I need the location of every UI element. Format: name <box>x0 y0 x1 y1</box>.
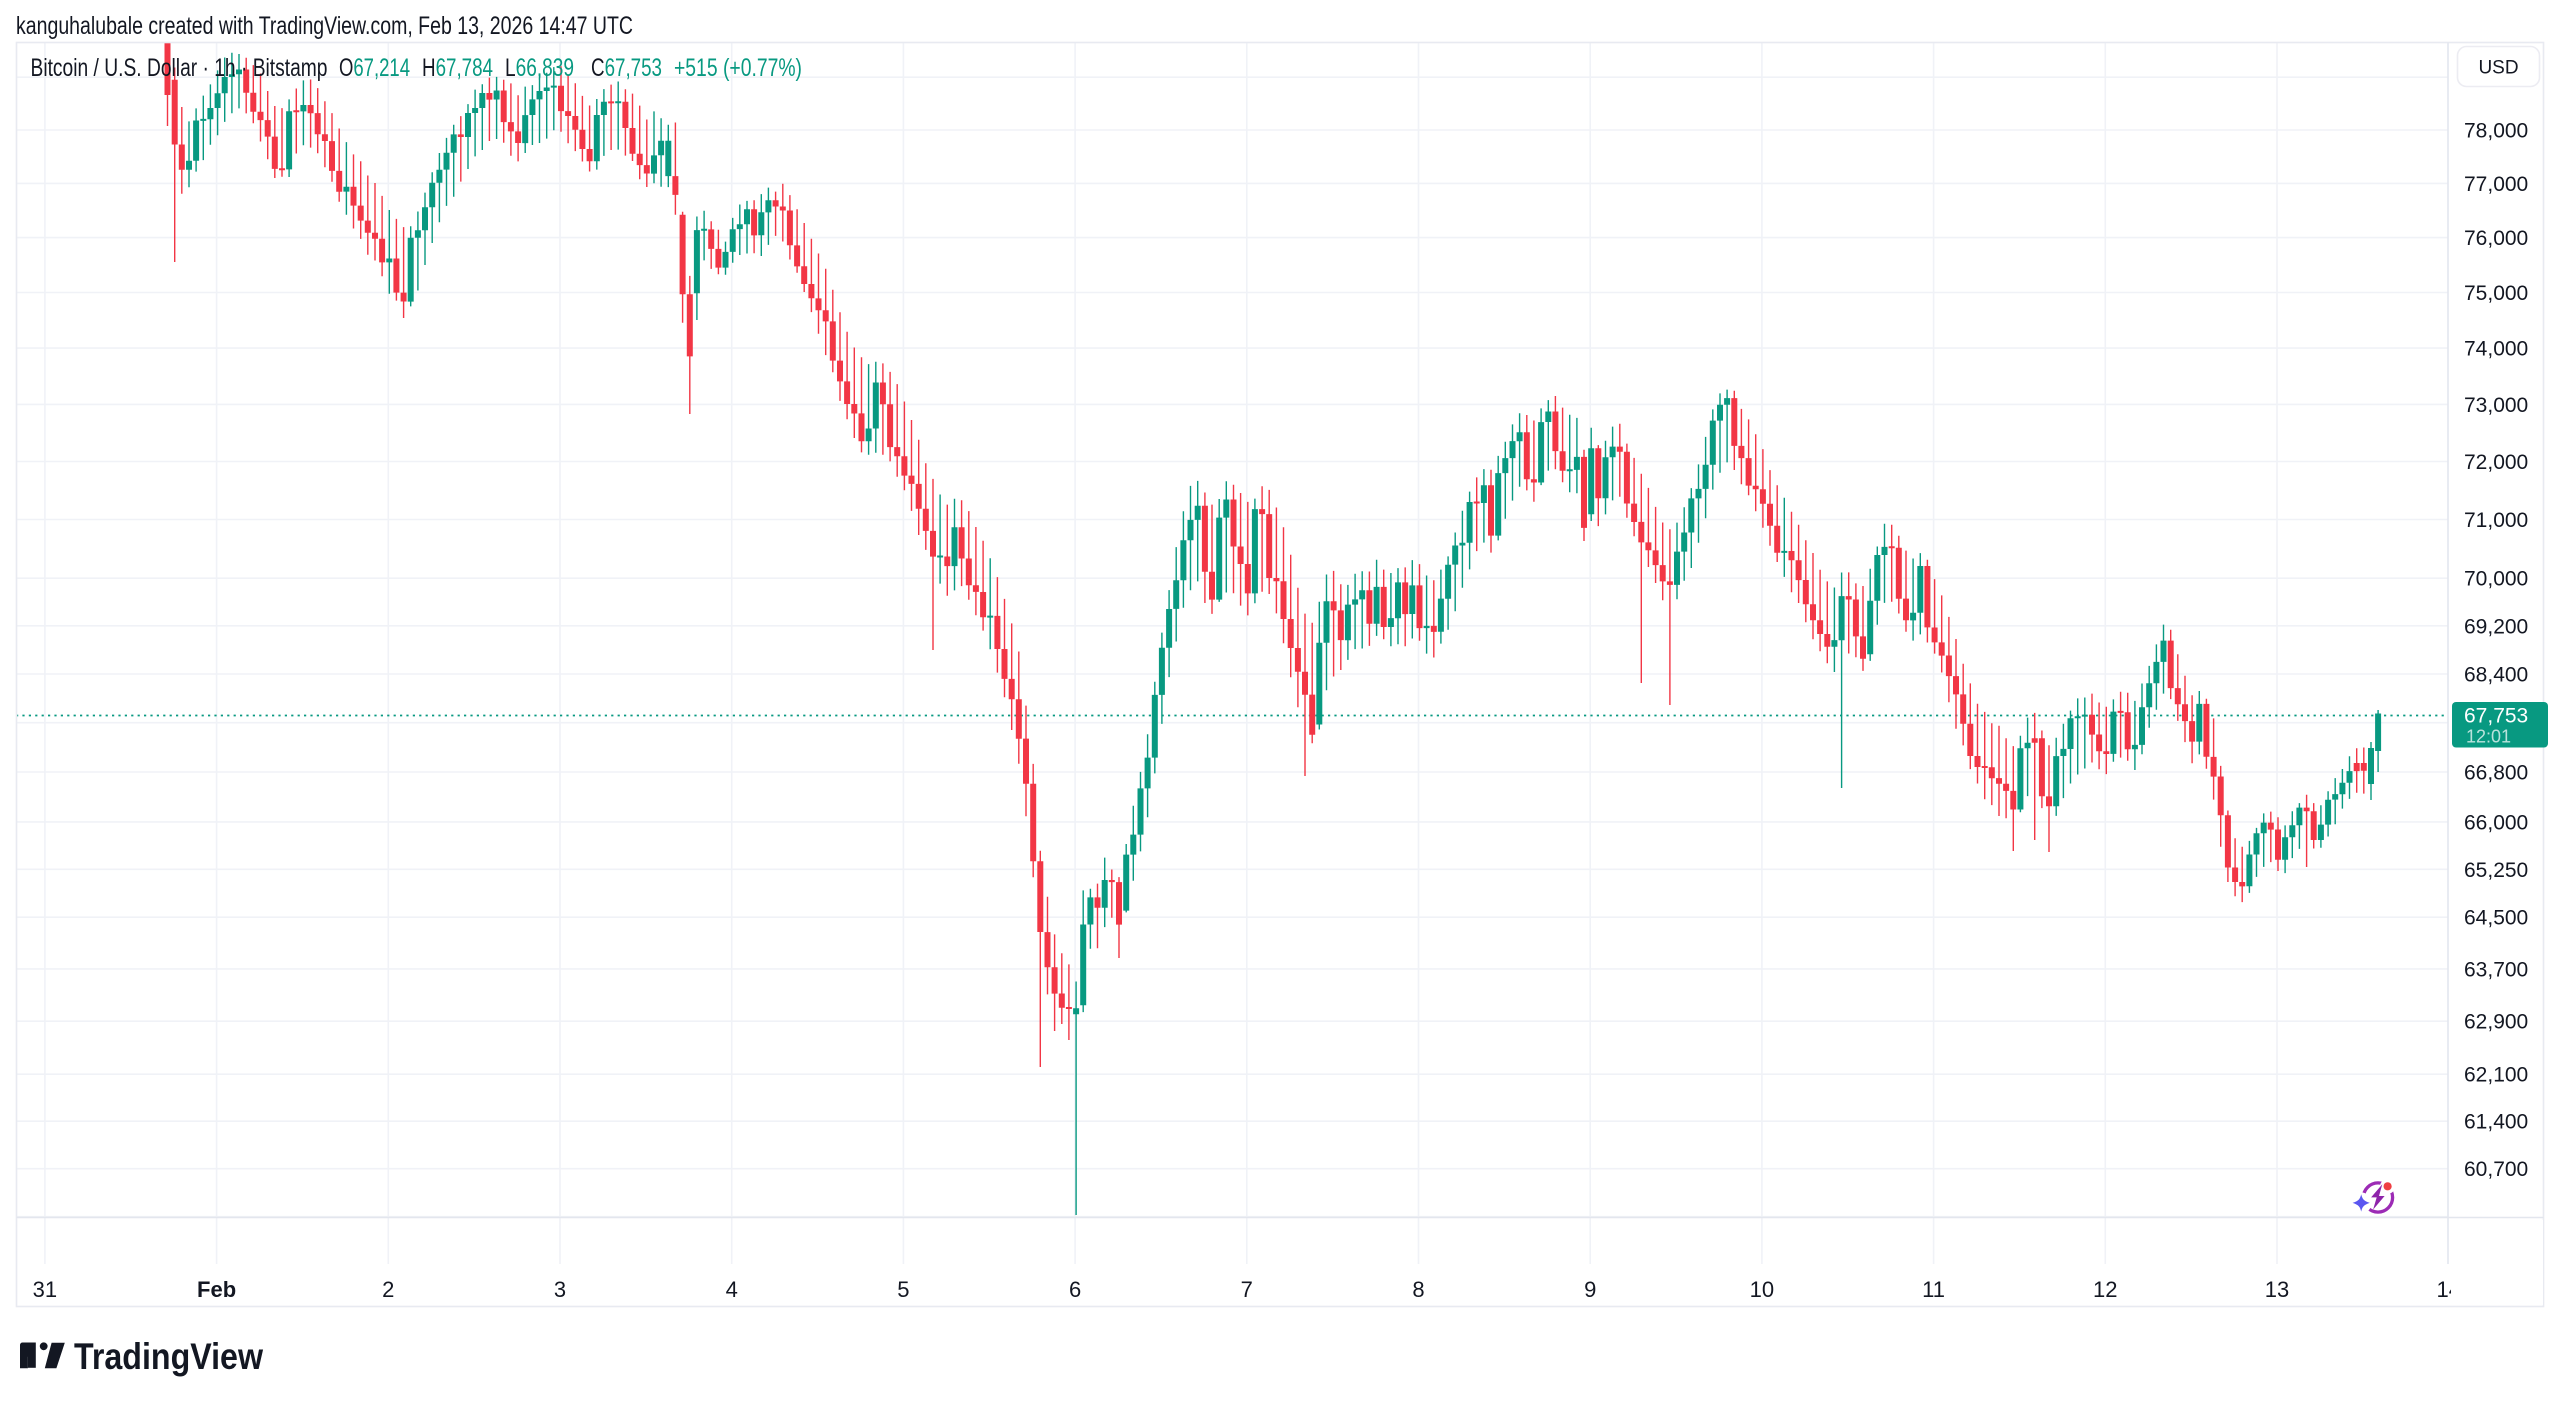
svg-text:71,000: 71,000 <box>2464 509 2528 532</box>
svg-text:77,000: 77,000 <box>2464 173 2528 196</box>
svg-text:13: 13 <box>2265 1277 2289 1302</box>
svg-text:6: 6 <box>1069 1277 1081 1302</box>
svg-text:63,700: 63,700 <box>2464 958 2528 981</box>
svg-text:4: 4 <box>726 1277 738 1302</box>
svg-text:9: 9 <box>1584 1277 1596 1302</box>
svg-text:8: 8 <box>1412 1277 1424 1302</box>
svg-text:75,000: 75,000 <box>2464 282 2528 305</box>
svg-text:66,000: 66,000 <box>2464 811 2528 834</box>
svg-text:11: 11 <box>1922 1277 1945 1302</box>
svg-text:64,500: 64,500 <box>2464 907 2528 930</box>
svg-text:62,100: 62,100 <box>2464 1064 2528 1087</box>
svg-text:Feb: Feb <box>197 1277 236 1302</box>
svg-text:61,400: 61,400 <box>2464 1111 2528 1134</box>
svg-text:69,200: 69,200 <box>2464 615 2528 638</box>
svg-text:7: 7 <box>1241 1277 1253 1302</box>
svg-text:kanguhalubale created with Tra: kanguhalubale created with TradingView.c… <box>16 12 633 40</box>
svg-text:62,900: 62,900 <box>2464 1011 2528 1034</box>
svg-text:USD: USD <box>2478 58 2518 79</box>
svg-text:3: 3 <box>554 1277 566 1302</box>
svg-text:O67,214: O67,214 <box>339 54 410 82</box>
svg-text:12:01: 12:01 <box>2466 727 2511 747</box>
svg-text:TradingView: TradingView <box>74 1336 263 1377</box>
svg-text:78,000: 78,000 <box>2464 120 2528 143</box>
svg-text:31: 31 <box>33 1277 57 1302</box>
svg-text:76,000: 76,000 <box>2464 227 2528 250</box>
svg-text:C67,753: C67,753 <box>591 54 662 82</box>
svg-text:10: 10 <box>1750 1277 1774 1302</box>
svg-text:60,700: 60,700 <box>2464 1158 2528 1181</box>
svg-text:68,400: 68,400 <box>2464 664 2528 687</box>
svg-text:H67,784: H67,784 <box>422 54 493 82</box>
svg-text:73,000: 73,000 <box>2464 394 2528 417</box>
svg-text:72,000: 72,000 <box>2464 451 2528 474</box>
svg-text:2: 2 <box>382 1277 394 1302</box>
svg-text:Bitcoin / U.S. Dollar · 1h · B: Bitcoin / U.S. Dollar · 1h · Bitstamp <box>31 54 328 82</box>
svg-text:74,000: 74,000 <box>2464 338 2528 361</box>
svg-text:66,800: 66,800 <box>2464 762 2528 785</box>
svg-text:5: 5 <box>897 1277 909 1302</box>
svg-text:65,250: 65,250 <box>2464 859 2528 882</box>
svg-text:67,753: 67,753 <box>2464 705 2528 728</box>
svg-text:70,000: 70,000 <box>2464 568 2528 591</box>
svg-text:12: 12 <box>2093 1277 2117 1302</box>
svg-text:+515 (+0.77%): +515 (+0.77%) <box>674 54 802 82</box>
svg-text:L66,839: L66,839 <box>505 54 574 82</box>
